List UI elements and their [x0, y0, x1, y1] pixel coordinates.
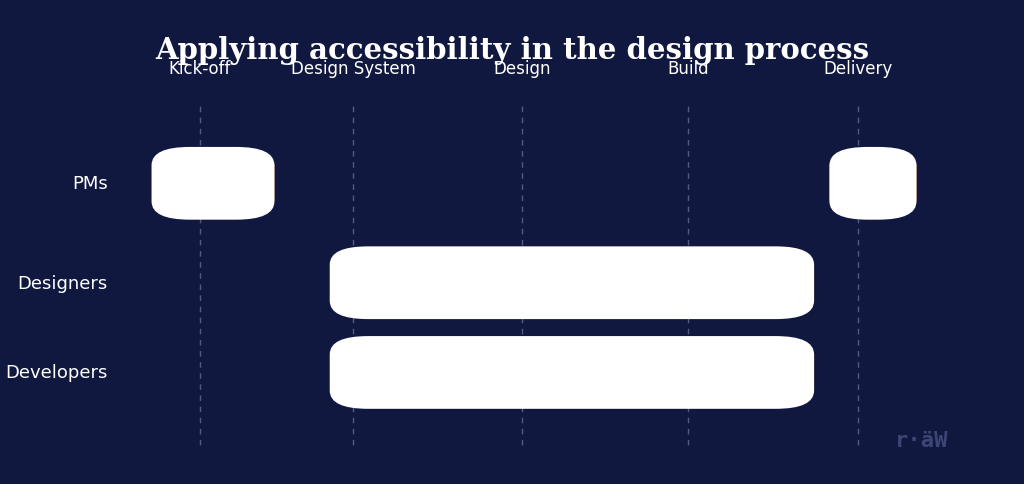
FancyBboxPatch shape: [849, 157, 897, 193]
FancyBboxPatch shape: [152, 148, 274, 220]
FancyBboxPatch shape: [829, 148, 916, 220]
Text: Build: Build: [668, 60, 709, 77]
Text: Developers: Developers: [5, 363, 108, 382]
FancyBboxPatch shape: [330, 247, 814, 319]
Text: Design: Design: [494, 60, 551, 77]
Text: Applying accessibility in the design process: Applying accessibility in the design pro…: [155, 36, 869, 65]
Text: Designers: Designers: [17, 274, 108, 292]
Text: PMs: PMs: [72, 175, 108, 193]
Text: r·äW: r·äW: [895, 430, 948, 451]
FancyBboxPatch shape: [330, 336, 814, 409]
FancyBboxPatch shape: [349, 256, 795, 292]
FancyBboxPatch shape: [171, 157, 255, 193]
Text: Kick-off: Kick-off: [169, 60, 230, 77]
Text: Design System: Design System: [291, 60, 416, 77]
FancyBboxPatch shape: [349, 346, 795, 382]
Text: Delivery: Delivery: [823, 60, 893, 77]
